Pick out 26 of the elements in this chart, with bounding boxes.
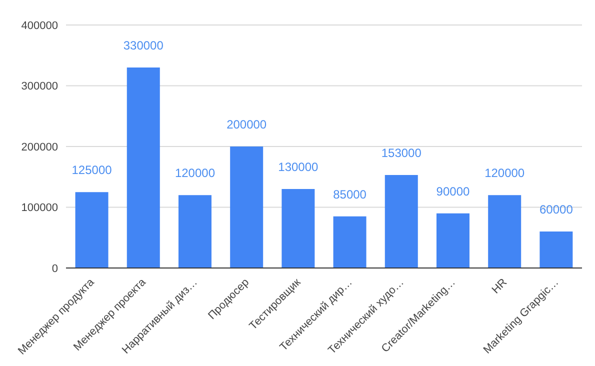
data-label: 90000	[436, 184, 470, 198]
bar	[333, 216, 366, 268]
bar	[488, 195, 522, 268]
bar	[436, 213, 470, 268]
data-label: 130000	[278, 160, 319, 174]
bar	[384, 175, 418, 268]
data-label: 125000	[72, 163, 112, 178]
bar	[540, 232, 573, 268]
y-tick-label: 300000	[21, 80, 58, 93]
data-label: 120000	[484, 166, 525, 180]
data-label: 153000	[381, 146, 422, 160]
data-label: 330000	[123, 38, 164, 53]
x-tick-label: HR	[490, 276, 510, 296]
y-tick-label: 400000	[21, 20, 58, 32]
data-label: 85000	[333, 187, 367, 202]
bar	[230, 146, 264, 268]
bar	[178, 195, 212, 268]
y-tick-label: 200000	[21, 141, 58, 154]
y-tick-label: 100000	[21, 202, 58, 214]
bar	[75, 192, 108, 268]
data-label: 200000	[226, 118, 267, 132]
bar	[126, 68, 160, 268]
y-tick-label: 0	[52, 262, 58, 275]
data-label: 120000	[174, 166, 216, 180]
bar	[282, 189, 315, 268]
data-label: 60000	[540, 202, 574, 217]
